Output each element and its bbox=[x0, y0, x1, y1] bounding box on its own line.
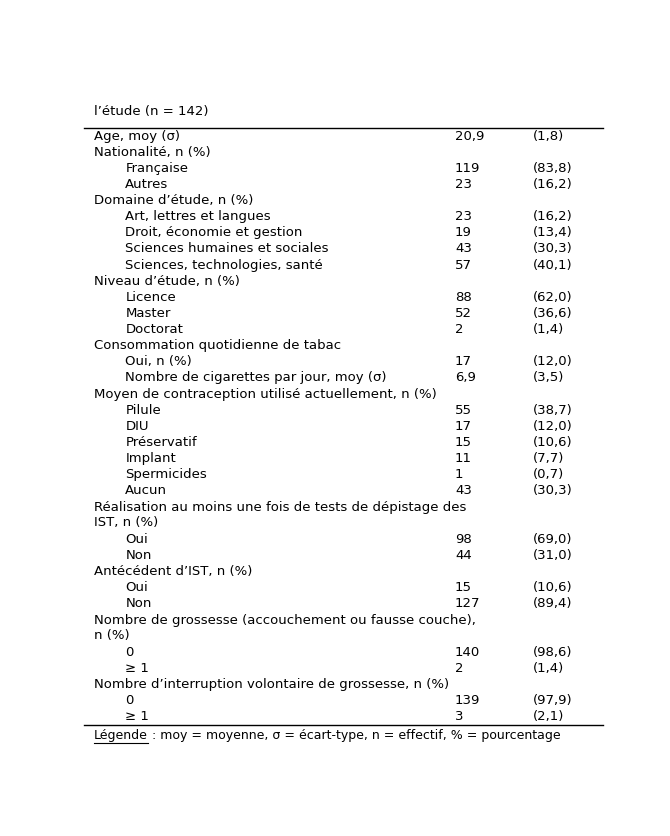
Text: l’étude (n = 142): l’étude (n = 142) bbox=[94, 105, 208, 119]
Text: (0,7): (0,7) bbox=[533, 468, 564, 482]
Text: Autres: Autres bbox=[125, 178, 169, 191]
Text: (83,8): (83,8) bbox=[533, 162, 573, 175]
Text: (2,1): (2,1) bbox=[533, 710, 564, 723]
Text: (1,4): (1,4) bbox=[533, 662, 564, 675]
Text: 1: 1 bbox=[455, 468, 464, 482]
Text: (89,4): (89,4) bbox=[533, 597, 572, 610]
Text: Non: Non bbox=[125, 597, 151, 610]
Text: Licence: Licence bbox=[125, 291, 176, 303]
Text: 11: 11 bbox=[455, 452, 472, 465]
Text: Oui: Oui bbox=[125, 533, 148, 546]
Text: 43: 43 bbox=[455, 484, 472, 497]
Text: (7,7): (7,7) bbox=[533, 452, 564, 465]
Text: Nationalité, n (%): Nationalité, n (%) bbox=[94, 145, 211, 159]
Text: DIU: DIU bbox=[125, 420, 149, 433]
Text: 55: 55 bbox=[455, 404, 472, 416]
Text: Pilule: Pilule bbox=[125, 404, 161, 416]
Text: 57: 57 bbox=[455, 258, 472, 272]
Text: (69,0): (69,0) bbox=[533, 533, 572, 546]
Text: 127: 127 bbox=[455, 597, 480, 610]
Text: 88: 88 bbox=[455, 291, 472, 303]
Text: 17: 17 bbox=[455, 420, 472, 433]
Text: 15: 15 bbox=[455, 581, 472, 594]
Text: Nombre de cigarettes par jour, moy (σ): Nombre de cigarettes par jour, moy (σ) bbox=[125, 371, 387, 385]
Text: 2: 2 bbox=[455, 323, 464, 336]
Text: Art, lettres et langues: Art, lettres et langues bbox=[125, 210, 271, 223]
Text: Consommation quotidienne de tabac: Consommation quotidienne de tabac bbox=[94, 339, 341, 352]
Text: 23: 23 bbox=[455, 210, 472, 223]
Text: Aucun: Aucun bbox=[125, 484, 168, 497]
Text: : moy = moyenne, σ = écart-type, n = effectif, % = pourcentage: : moy = moyenne, σ = écart-type, n = eff… bbox=[148, 728, 561, 742]
Text: (12,0): (12,0) bbox=[533, 420, 573, 433]
Text: (38,7): (38,7) bbox=[533, 404, 573, 416]
Text: (98,6): (98,6) bbox=[533, 645, 572, 659]
Text: 17: 17 bbox=[455, 355, 472, 369]
Text: ≥ 1: ≥ 1 bbox=[125, 662, 149, 675]
Text: Niveau d’étude, n (%): Niveau d’étude, n (%) bbox=[94, 275, 240, 288]
Text: Non: Non bbox=[125, 549, 151, 562]
Text: 2: 2 bbox=[455, 662, 464, 675]
Text: Spermicides: Spermicides bbox=[125, 468, 207, 482]
Text: 15: 15 bbox=[455, 436, 472, 449]
Text: 98: 98 bbox=[455, 533, 472, 546]
Text: Légende: Légende bbox=[94, 728, 148, 742]
Text: 139: 139 bbox=[455, 694, 480, 707]
Text: 6,9: 6,9 bbox=[455, 371, 476, 385]
Text: (16,2): (16,2) bbox=[533, 178, 573, 191]
Text: 0: 0 bbox=[125, 645, 133, 659]
Text: Master: Master bbox=[125, 307, 171, 320]
Text: 43: 43 bbox=[455, 242, 472, 256]
Text: Antécédent d’IST, n (%): Antécédent d’IST, n (%) bbox=[94, 565, 253, 578]
Text: (10,6): (10,6) bbox=[533, 581, 573, 594]
Text: (10,6): (10,6) bbox=[533, 436, 573, 449]
Text: Implant: Implant bbox=[125, 452, 176, 465]
Text: Française: Française bbox=[125, 162, 188, 175]
Text: (1,4): (1,4) bbox=[533, 323, 564, 336]
Text: Réalisation au moins une fois de tests de dépistage des
IST, n (%): Réalisation au moins une fois de tests d… bbox=[94, 501, 466, 529]
Text: Nombre d’interruption volontaire de grossesse, n (%): Nombre d’interruption volontaire de gros… bbox=[94, 678, 450, 691]
Text: Sciences, technologies, santé: Sciences, technologies, santé bbox=[125, 258, 323, 272]
Text: Sciences humaines et sociales: Sciences humaines et sociales bbox=[125, 242, 329, 256]
Text: (30,3): (30,3) bbox=[533, 484, 573, 497]
Text: (97,9): (97,9) bbox=[533, 694, 573, 707]
Text: (13,4): (13,4) bbox=[533, 227, 573, 239]
Text: (62,0): (62,0) bbox=[533, 291, 573, 303]
Text: (1,8): (1,8) bbox=[533, 130, 564, 143]
Text: Droit, économie et gestion: Droit, économie et gestion bbox=[125, 227, 303, 239]
Text: Préservatif: Préservatif bbox=[125, 436, 197, 449]
Text: (12,0): (12,0) bbox=[533, 355, 573, 369]
Text: Doctorat: Doctorat bbox=[125, 323, 183, 336]
Text: Age, moy (σ): Age, moy (σ) bbox=[94, 130, 180, 143]
Text: 3: 3 bbox=[455, 710, 464, 723]
Text: 140: 140 bbox=[455, 645, 480, 659]
Text: 20,9: 20,9 bbox=[455, 130, 484, 143]
Text: 19: 19 bbox=[455, 227, 472, 239]
Text: Domaine d’étude, n (%): Domaine d’étude, n (%) bbox=[94, 194, 253, 207]
Text: 119: 119 bbox=[455, 162, 480, 175]
Text: 0: 0 bbox=[125, 694, 133, 707]
Text: (31,0): (31,0) bbox=[533, 549, 573, 562]
Text: (16,2): (16,2) bbox=[533, 210, 573, 223]
Text: (30,3): (30,3) bbox=[533, 242, 573, 256]
Text: Oui, n (%): Oui, n (%) bbox=[125, 355, 192, 369]
Text: ≥ 1: ≥ 1 bbox=[125, 710, 149, 723]
Text: (36,6): (36,6) bbox=[533, 307, 573, 320]
Text: (3,5): (3,5) bbox=[533, 371, 564, 385]
Text: 52: 52 bbox=[455, 307, 472, 320]
Text: 44: 44 bbox=[455, 549, 472, 562]
Text: Nombre de grossesse (accouchement ou fausse couche),
n (%): Nombre de grossesse (accouchement ou fau… bbox=[94, 614, 476, 642]
Text: 23: 23 bbox=[455, 178, 472, 191]
Text: Oui: Oui bbox=[125, 581, 148, 594]
Text: (40,1): (40,1) bbox=[533, 258, 573, 272]
Text: Moyen de contraception utilisé actuellement, n (%): Moyen de contraception utilisé actuellem… bbox=[94, 388, 437, 400]
